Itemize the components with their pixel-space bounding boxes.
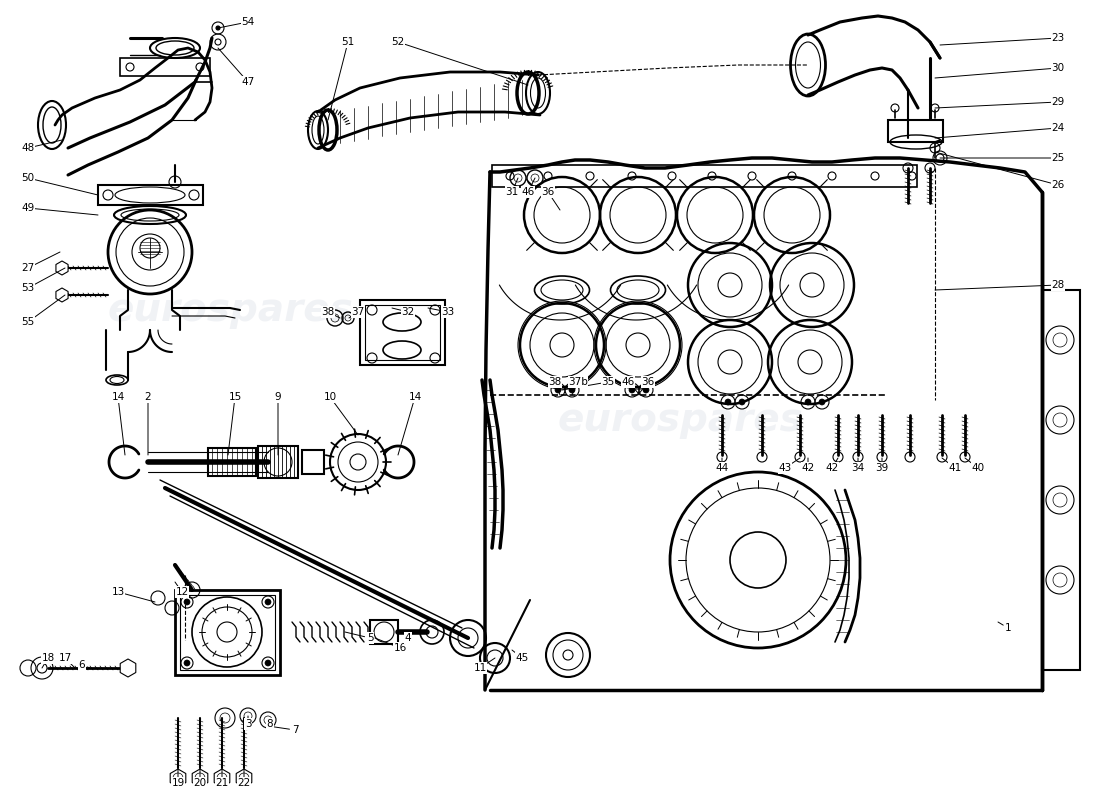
Text: 10: 10 xyxy=(323,392,337,402)
Text: eurospares: eurospares xyxy=(107,291,353,329)
Circle shape xyxy=(725,399,732,405)
Circle shape xyxy=(216,26,220,30)
Text: 11: 11 xyxy=(473,663,486,673)
Text: 37: 37 xyxy=(351,307,364,317)
Text: 5: 5 xyxy=(366,633,373,643)
Text: 18: 18 xyxy=(42,653,55,663)
Text: 36: 36 xyxy=(641,377,654,387)
Text: 9: 9 xyxy=(275,392,282,402)
Text: 45: 45 xyxy=(516,653,529,663)
Text: 14: 14 xyxy=(111,392,124,402)
Circle shape xyxy=(805,399,811,405)
Circle shape xyxy=(265,599,271,605)
Text: 4: 4 xyxy=(405,633,411,643)
Text: 38: 38 xyxy=(549,377,562,387)
Text: 54: 54 xyxy=(241,17,254,27)
Text: 41: 41 xyxy=(948,463,961,473)
Text: 51: 51 xyxy=(341,37,354,47)
Text: 39: 39 xyxy=(876,463,889,473)
Text: 1: 1 xyxy=(1004,623,1011,633)
Text: 31: 31 xyxy=(505,187,518,197)
Circle shape xyxy=(936,154,944,162)
Circle shape xyxy=(644,387,649,393)
Text: 35: 35 xyxy=(602,377,615,387)
Text: 27: 27 xyxy=(21,263,34,273)
Text: 8: 8 xyxy=(266,719,273,729)
Text: 16: 16 xyxy=(394,643,407,653)
Text: 34: 34 xyxy=(851,463,865,473)
Circle shape xyxy=(569,387,575,393)
Text: 42: 42 xyxy=(802,463,815,473)
Text: 46: 46 xyxy=(521,187,535,197)
Text: 50: 50 xyxy=(21,173,34,183)
Text: 32: 32 xyxy=(402,307,415,317)
Text: 19: 19 xyxy=(172,778,185,788)
Text: 55: 55 xyxy=(21,317,34,327)
Text: 22: 22 xyxy=(238,778,251,788)
Text: 17: 17 xyxy=(58,653,72,663)
Text: 2: 2 xyxy=(145,392,152,402)
Text: 28: 28 xyxy=(1052,280,1065,290)
Text: 7: 7 xyxy=(292,725,298,735)
Text: 13: 13 xyxy=(111,587,124,597)
Circle shape xyxy=(184,660,190,666)
Text: 12: 12 xyxy=(175,587,188,597)
Text: 24: 24 xyxy=(1052,123,1065,133)
Text: 48: 48 xyxy=(21,143,34,153)
Text: 44: 44 xyxy=(715,463,728,473)
Circle shape xyxy=(820,399,825,405)
Text: 37b: 37b xyxy=(568,377,587,387)
Text: 42: 42 xyxy=(825,463,838,473)
Text: 43: 43 xyxy=(779,463,792,473)
Text: 30: 30 xyxy=(1052,63,1065,73)
Text: 21: 21 xyxy=(216,778,229,788)
Text: 3: 3 xyxy=(244,719,251,729)
Text: 46: 46 xyxy=(621,377,635,387)
Circle shape xyxy=(739,399,745,405)
Text: 38: 38 xyxy=(321,307,334,317)
Text: 20: 20 xyxy=(194,778,207,788)
Text: 53: 53 xyxy=(21,283,34,293)
Circle shape xyxy=(556,387,561,393)
Text: 47: 47 xyxy=(241,77,254,87)
Text: 33: 33 xyxy=(441,307,454,317)
Circle shape xyxy=(629,387,635,393)
Text: 15: 15 xyxy=(229,392,242,402)
Text: 49: 49 xyxy=(21,203,34,213)
Text: 40: 40 xyxy=(971,463,984,473)
Text: 6: 6 xyxy=(79,660,86,670)
Text: 52: 52 xyxy=(392,37,405,47)
Text: 36: 36 xyxy=(541,187,554,197)
Circle shape xyxy=(265,660,271,666)
Text: 25: 25 xyxy=(1052,153,1065,163)
Text: 23: 23 xyxy=(1052,33,1065,43)
Circle shape xyxy=(184,599,190,605)
Text: 26: 26 xyxy=(1052,180,1065,190)
Text: 14: 14 xyxy=(408,392,421,402)
Text: eurospares: eurospares xyxy=(557,401,803,439)
Text: 29: 29 xyxy=(1052,97,1065,107)
